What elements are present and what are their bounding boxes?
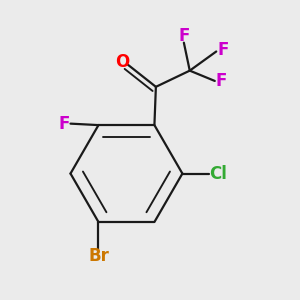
Text: Br: Br (88, 247, 109, 265)
Text: F: F (217, 41, 228, 59)
Text: O: O (116, 53, 130, 71)
Text: F: F (58, 115, 70, 133)
Text: F: F (178, 27, 190, 45)
Text: F: F (216, 72, 227, 90)
Text: Cl: Cl (209, 165, 227, 183)
